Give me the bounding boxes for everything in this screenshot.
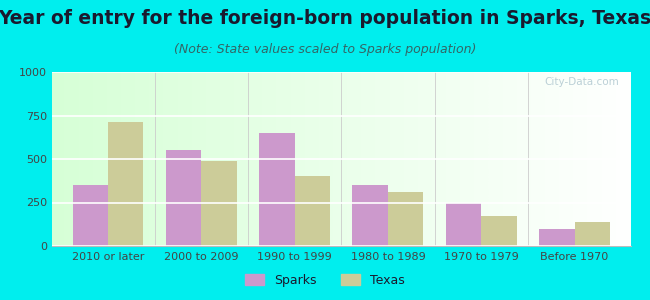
Legend: Sparks, Texas: Sparks, Texas [241, 270, 409, 291]
Bar [259, 133, 294, 246]
Text: City-Data.com: City-Data.com [544, 77, 619, 87]
Text: (Note: State values scaled to Sparks population): (Note: State values scaled to Sparks pop… [174, 44, 476, 56]
Bar [73, 185, 108, 246]
Bar [202, 161, 237, 246]
Bar [388, 192, 423, 246]
Bar [352, 185, 388, 246]
Bar [446, 203, 481, 246]
Bar [481, 216, 517, 246]
Bar [166, 150, 202, 246]
Bar [575, 222, 610, 246]
Bar [294, 176, 330, 246]
Bar [108, 122, 144, 246]
Text: Year of entry for the foreign-born population in Sparks, Texas: Year of entry for the foreign-born popul… [0, 9, 650, 28]
Bar [539, 229, 575, 246]
